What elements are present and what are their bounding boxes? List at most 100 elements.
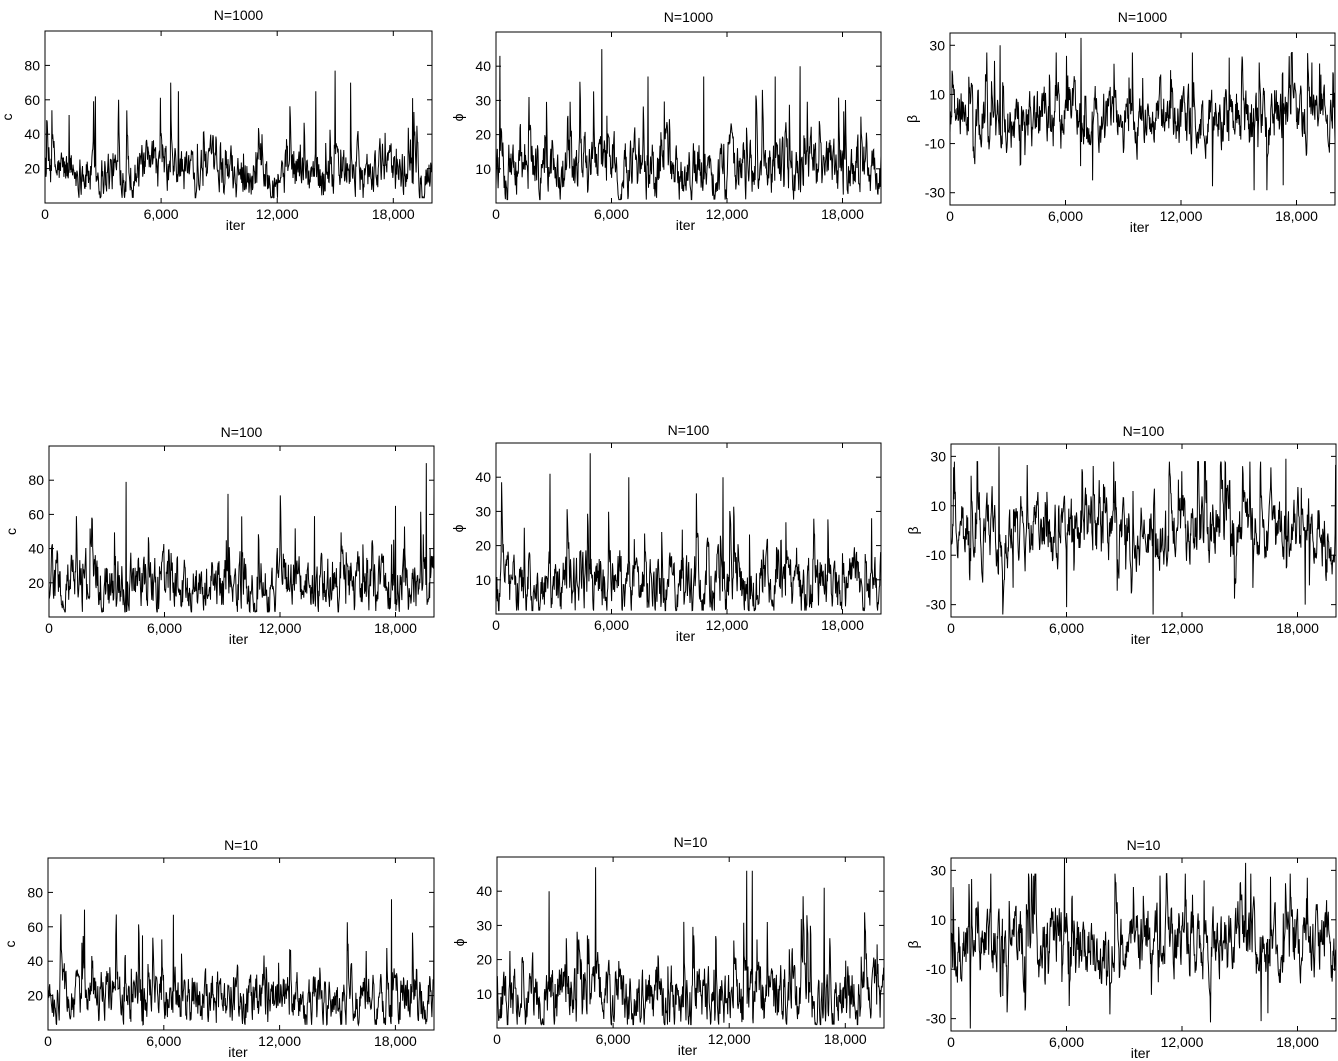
panel-title: N=10 xyxy=(674,834,708,850)
panel-title: N=1000 xyxy=(1118,9,1168,25)
x-tick-label: 12,000 xyxy=(708,1031,751,1047)
y-tick-label: 20 xyxy=(475,538,491,554)
y-tick-label: 30 xyxy=(929,37,945,53)
y-tick-label: 40 xyxy=(476,883,492,899)
x-tick-label: 0 xyxy=(44,1033,52,1049)
y-axis-label: β xyxy=(904,115,920,123)
x-axis-label: iter xyxy=(676,628,696,644)
x-tick-label: 18,000 xyxy=(824,1031,867,1047)
x-tick-label: 0 xyxy=(41,206,49,222)
y-axis-label: β xyxy=(905,940,921,948)
x-tick-label: 12,000 xyxy=(1161,620,1204,636)
y-axis-label: c xyxy=(3,528,19,535)
x-tick-label: 6,000 xyxy=(147,620,182,636)
y-axis-label: ϕ xyxy=(450,113,466,121)
x-tick-label: 12,000 xyxy=(259,620,302,636)
y-tick-label: 80 xyxy=(27,884,43,900)
x-tick-label: 18,000 xyxy=(372,206,415,222)
y-tick-label: 40 xyxy=(475,58,491,74)
y-tick-label: 10 xyxy=(929,86,945,102)
x-tick-label: 18,000 xyxy=(821,206,864,222)
y-tick-label: 40 xyxy=(28,541,44,557)
trace-line xyxy=(496,453,881,610)
panel-title: N=100 xyxy=(668,422,710,438)
x-tick-label: 0 xyxy=(492,206,500,222)
x-tick-label: 6,000 xyxy=(594,617,629,633)
x-axis-label: iter xyxy=(1130,219,1150,235)
y-tick-label: 60 xyxy=(27,919,43,935)
x-tick-label: 0 xyxy=(947,620,955,636)
x-tick-label: 12,000 xyxy=(256,206,299,222)
x-tick-label: 0 xyxy=(492,617,500,633)
y-tick-label: 30 xyxy=(475,503,491,519)
y-tick-label: 20 xyxy=(24,161,40,177)
x-tick-label: 18,000 xyxy=(1275,208,1318,224)
trace-panel: N=10 0 6,000 12,000 18,000 20 40 60 80 iter c xyxy=(2,837,434,1060)
y-tick-label: 30 xyxy=(476,917,492,933)
x-tick-label: 12,000 xyxy=(706,206,749,222)
y-tick-label: 80 xyxy=(24,57,40,73)
x-axis-label: iter xyxy=(228,1044,248,1060)
trace-line xyxy=(951,858,1336,1029)
y-tick-label: 20 xyxy=(475,127,491,143)
x-axis-label: iter xyxy=(226,217,246,233)
x-tick-label: 12,000 xyxy=(1160,208,1203,224)
y-tick-label: -30 xyxy=(926,597,946,613)
x-axis-label: iter xyxy=(229,631,249,647)
y-tick-label: 30 xyxy=(930,448,946,464)
x-tick-label: 6,000 xyxy=(1049,620,1084,636)
panel-title: N=10 xyxy=(1127,837,1161,853)
y-axis-label: c xyxy=(2,941,18,948)
y-tick-label: 30 xyxy=(475,92,491,108)
x-tick-label: 6,000 xyxy=(146,1033,181,1049)
y-tick-label: -10 xyxy=(926,547,946,563)
trace-line xyxy=(950,38,1335,190)
x-tick-label: 6,000 xyxy=(594,206,629,222)
x-tick-label: 12,000 xyxy=(1161,1034,1204,1050)
y-axis-label: ϕ xyxy=(450,524,466,532)
y-tick-label: 10 xyxy=(475,572,491,588)
trace-line xyxy=(951,447,1336,615)
y-tick-label: 10 xyxy=(475,161,491,177)
y-tick-label: -30 xyxy=(926,1011,946,1027)
y-tick-label: 80 xyxy=(28,472,44,488)
trace-line xyxy=(497,867,884,1024)
y-tick-label: 40 xyxy=(27,953,43,969)
trace-panel: N=100 6,000 12,000 18,000-30-101030iterβ xyxy=(905,837,1336,1061)
y-tick-label: 40 xyxy=(24,126,40,142)
trace-panel: N=1000 0 6,000 12,000 18,000 -30 -10 10 30 iter β xyxy=(904,9,1335,235)
y-tick-label: -10 xyxy=(925,136,945,152)
y-tick-label: 20 xyxy=(476,952,492,968)
x-axis-label: iter xyxy=(676,217,696,233)
x-tick-label: 12,000 xyxy=(706,617,749,633)
panel-title: N=100 xyxy=(1123,423,1165,439)
panel-title: N=1000 xyxy=(214,7,264,23)
y-axis-label: β xyxy=(905,526,921,534)
trace-panel: N=100 0 6,000 12,000 18,000 -30 -10 10 30 iter β xyxy=(905,423,1336,647)
y-tick-label: 20 xyxy=(27,988,43,1004)
x-tick-label: 0 xyxy=(45,620,53,636)
x-tick-label: 18,000 xyxy=(1276,1034,1319,1050)
x-tick-label: 18,000 xyxy=(374,1033,417,1049)
trace-panel: N=10 0 6,000 12,000 18,000 10 20 30 40 iter ϕ xyxy=(451,834,884,1058)
trace-line xyxy=(496,49,881,200)
y-tick-label: -30 xyxy=(925,185,945,201)
x-tick-label: 18,000 xyxy=(821,617,864,633)
trace-line xyxy=(45,71,432,198)
x-tick-label: 0 xyxy=(946,208,954,224)
x-axis-label: iter xyxy=(1131,631,1151,647)
y-tick-label: 60 xyxy=(28,506,44,522)
x-tick-label: 12,000 xyxy=(258,1033,301,1049)
y-tick-label: 10 xyxy=(476,986,492,1002)
x-tick-label: 6,000 xyxy=(144,206,179,222)
x-tick-label: 18,000 xyxy=(1276,620,1319,636)
y-tick-label: 20 xyxy=(28,575,44,591)
trace-panel: N=100 0 6,000 12,000 18,000 20 40 60 80 iter c xyxy=(3,424,434,647)
x-axis-label: iter xyxy=(1131,1045,1151,1061)
y-tick-label: 10 xyxy=(930,498,946,514)
x-tick-label: 6,000 xyxy=(596,1031,631,1047)
y-tick-label: 60 xyxy=(24,92,40,108)
x-axis-label: iter xyxy=(678,1042,698,1058)
panel-title: N=10 xyxy=(224,837,258,853)
